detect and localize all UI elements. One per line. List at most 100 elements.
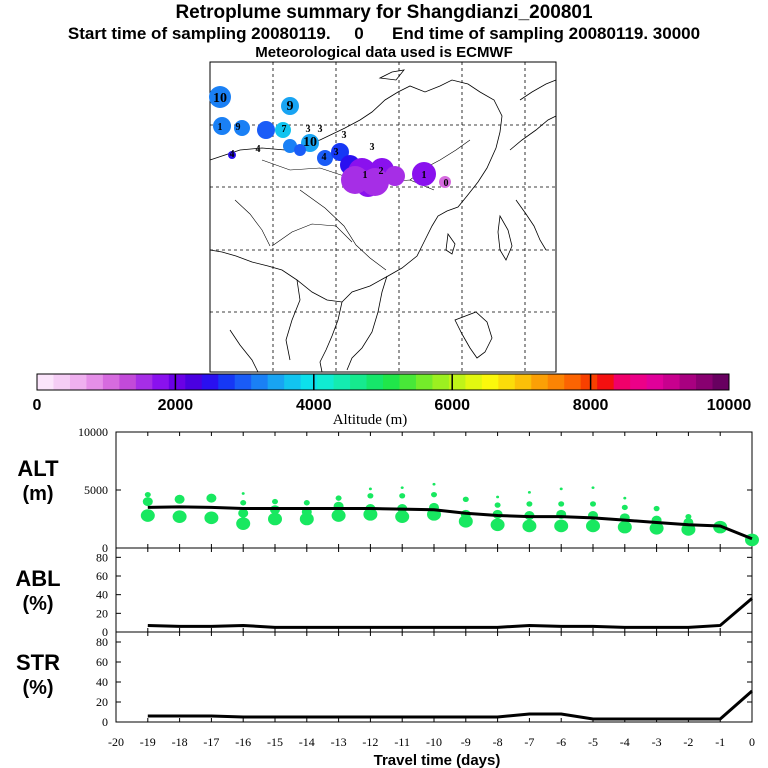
x-axis: -20 -19 -18 -17 -16 -15 -14 -13 -12 -11 -10 -9 -8 -7-… bbox=[108, 735, 755, 749]
colorbar-swatch bbox=[86, 374, 104, 390]
colorbar-swatch bbox=[284, 374, 302, 390]
plume-point bbox=[367, 493, 374, 499]
colorbar-swatch bbox=[465, 374, 483, 390]
plume-time-label: 4 bbox=[256, 144, 261, 155]
colorbar-swatch bbox=[432, 374, 450, 390]
plume-blob bbox=[257, 121, 275, 139]
plume-time-label: 3 bbox=[306, 124, 311, 135]
plume-point bbox=[303, 500, 310, 506]
colorbar-swatch bbox=[613, 374, 631, 390]
abl-label: ABL bbox=[15, 566, 60, 591]
plume-point bbox=[206, 493, 217, 503]
y-tick-label: 40 bbox=[96, 588, 108, 602]
plume-time-label: 4 bbox=[230, 149, 235, 160]
plume-time-label: 2 bbox=[379, 166, 384, 177]
y-tick-label: 60 bbox=[96, 655, 108, 669]
plume-blob bbox=[283, 139, 297, 153]
x-tick-label: -8 bbox=[493, 735, 503, 749]
colorbar-swatch bbox=[531, 374, 549, 390]
plume-point bbox=[431, 491, 437, 498]
plume-point bbox=[240, 500, 247, 506]
plume-point bbox=[272, 498, 278, 505]
colorbar-swatch bbox=[679, 374, 697, 390]
plume-blob bbox=[234, 120, 250, 136]
x-tick-label: -2 bbox=[683, 735, 693, 749]
plume-time-label: 10 bbox=[213, 91, 227, 106]
plume-point bbox=[395, 510, 410, 523]
colorbar-swatch bbox=[152, 374, 170, 390]
plume-blob bbox=[385, 166, 405, 186]
colorbar-tick-label: 0 bbox=[33, 397, 42, 414]
colorbar-swatch bbox=[251, 374, 269, 390]
y-tick-label: 40 bbox=[96, 675, 108, 689]
x-tick-label: -19 bbox=[140, 735, 156, 749]
colorbar-swatch bbox=[366, 374, 384, 390]
plume-point bbox=[238, 508, 249, 518]
abl-unit: (%) bbox=[22, 593, 53, 615]
x-tick-label: -20 bbox=[108, 735, 124, 749]
panel-frame bbox=[115, 631, 753, 723]
plume-blob bbox=[209, 86, 231, 108]
plume-point bbox=[462, 496, 469, 502]
colorbar-swatch bbox=[185, 374, 203, 390]
colorbar-swatch bbox=[712, 374, 730, 390]
map-frame bbox=[209, 61, 557, 373]
x-tick-label: -5 bbox=[588, 735, 598, 749]
y-tick-label: 80 bbox=[96, 635, 108, 649]
colorbar-swatch bbox=[481, 374, 499, 390]
colorbar-tick-label: 10000 bbox=[707, 397, 752, 414]
colorbar-swatch bbox=[218, 374, 236, 390]
plume-blob bbox=[317, 150, 333, 166]
x-tick-label: -11 bbox=[394, 735, 410, 749]
plume-blob bbox=[301, 134, 319, 152]
colorbar-swatch bbox=[333, 374, 351, 390]
coastlines bbox=[209, 69, 557, 373]
plume-blob bbox=[412, 162, 436, 186]
plume-blob bbox=[213, 117, 231, 135]
plume-point bbox=[142, 497, 153, 507]
colorbar-frame bbox=[36, 373, 730, 391]
plume-blob bbox=[281, 97, 299, 115]
plume-time-label: 10 bbox=[303, 135, 317, 150]
colorbar-tick-label: 6000 bbox=[434, 397, 470, 414]
colorbar-swatch bbox=[37, 374, 54, 390]
meteo-note: Meteorological data used is ECMWF bbox=[255, 44, 513, 61]
x-tick-label: -1 bbox=[715, 735, 725, 749]
alt-unit: (m) bbox=[22, 483, 53, 505]
colorbar-swatch bbox=[696, 374, 714, 390]
plume-time-label: 1 bbox=[218, 122, 223, 133]
plume-point bbox=[368, 487, 372, 491]
colorbar-swatch bbox=[663, 374, 681, 390]
plume-point bbox=[268, 512, 282, 526]
x-tick-label: -6 bbox=[556, 735, 566, 749]
colorbar-tick-label: 4000 bbox=[296, 397, 332, 414]
plume-point bbox=[458, 515, 473, 528]
plume-point bbox=[527, 490, 531, 494]
colorbar-swatch bbox=[135, 374, 153, 390]
plume-point bbox=[331, 509, 346, 522]
colorbar-swatch bbox=[300, 374, 318, 390]
colorbar-label: Altitude (m) bbox=[333, 412, 408, 428]
plume-point bbox=[591, 486, 595, 490]
plume-blob bbox=[361, 168, 389, 196]
plume-point bbox=[144, 491, 151, 498]
colorbar-swatch bbox=[267, 374, 285, 390]
plume-blob bbox=[294, 144, 306, 156]
plume-time-label: 1 bbox=[363, 170, 368, 181]
plume-point bbox=[400, 486, 404, 490]
plume-time-label: 3 bbox=[342, 130, 347, 141]
colorbar-swatch bbox=[317, 374, 335, 390]
x-tick-label: -12 bbox=[362, 735, 378, 749]
plume-point bbox=[140, 509, 155, 522]
colorbar-tick-label: 2000 bbox=[158, 397, 194, 414]
x-tick-label: -7 bbox=[524, 735, 534, 749]
plume-point bbox=[586, 519, 600, 533]
colorbar-swatch bbox=[168, 374, 186, 390]
plume-blob bbox=[439, 176, 451, 188]
series-line bbox=[147, 689, 753, 721]
y-tick-label: 20 bbox=[96, 606, 108, 620]
x-tick-label: -13 bbox=[331, 735, 347, 749]
x-tick-label: -3 bbox=[652, 735, 662, 749]
x-tick-label: -14 bbox=[299, 735, 315, 749]
